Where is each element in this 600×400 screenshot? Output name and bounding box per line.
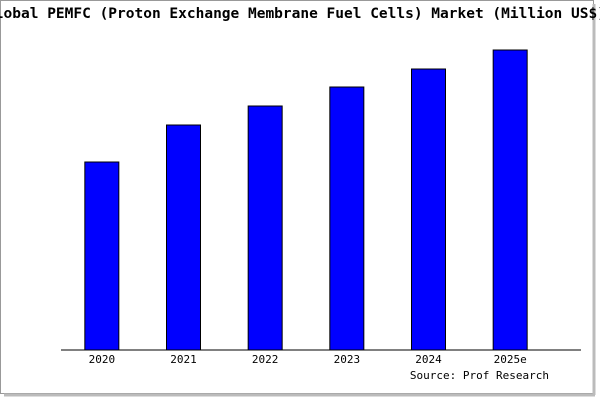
bar bbox=[247, 105, 283, 351]
x-tick-label: 2023 bbox=[334, 353, 361, 366]
x-tick-label: 2025e bbox=[494, 353, 527, 366]
chart-title: Global PEMFC (Proton Exchange Membrane F… bbox=[0, 6, 600, 22]
bar bbox=[411, 68, 446, 351]
x-tick-label: 2021 bbox=[170, 353, 197, 366]
x-tick-label: 2024 bbox=[415, 353, 442, 366]
x-tick-label: 2022 bbox=[252, 353, 279, 366]
bar bbox=[329, 86, 365, 351]
bar bbox=[166, 124, 201, 351]
x-tick-label: 2020 bbox=[89, 353, 116, 366]
bar bbox=[84, 161, 120, 351]
source-note: Source: Prof Research bbox=[410, 369, 549, 382]
bar bbox=[492, 49, 528, 351]
